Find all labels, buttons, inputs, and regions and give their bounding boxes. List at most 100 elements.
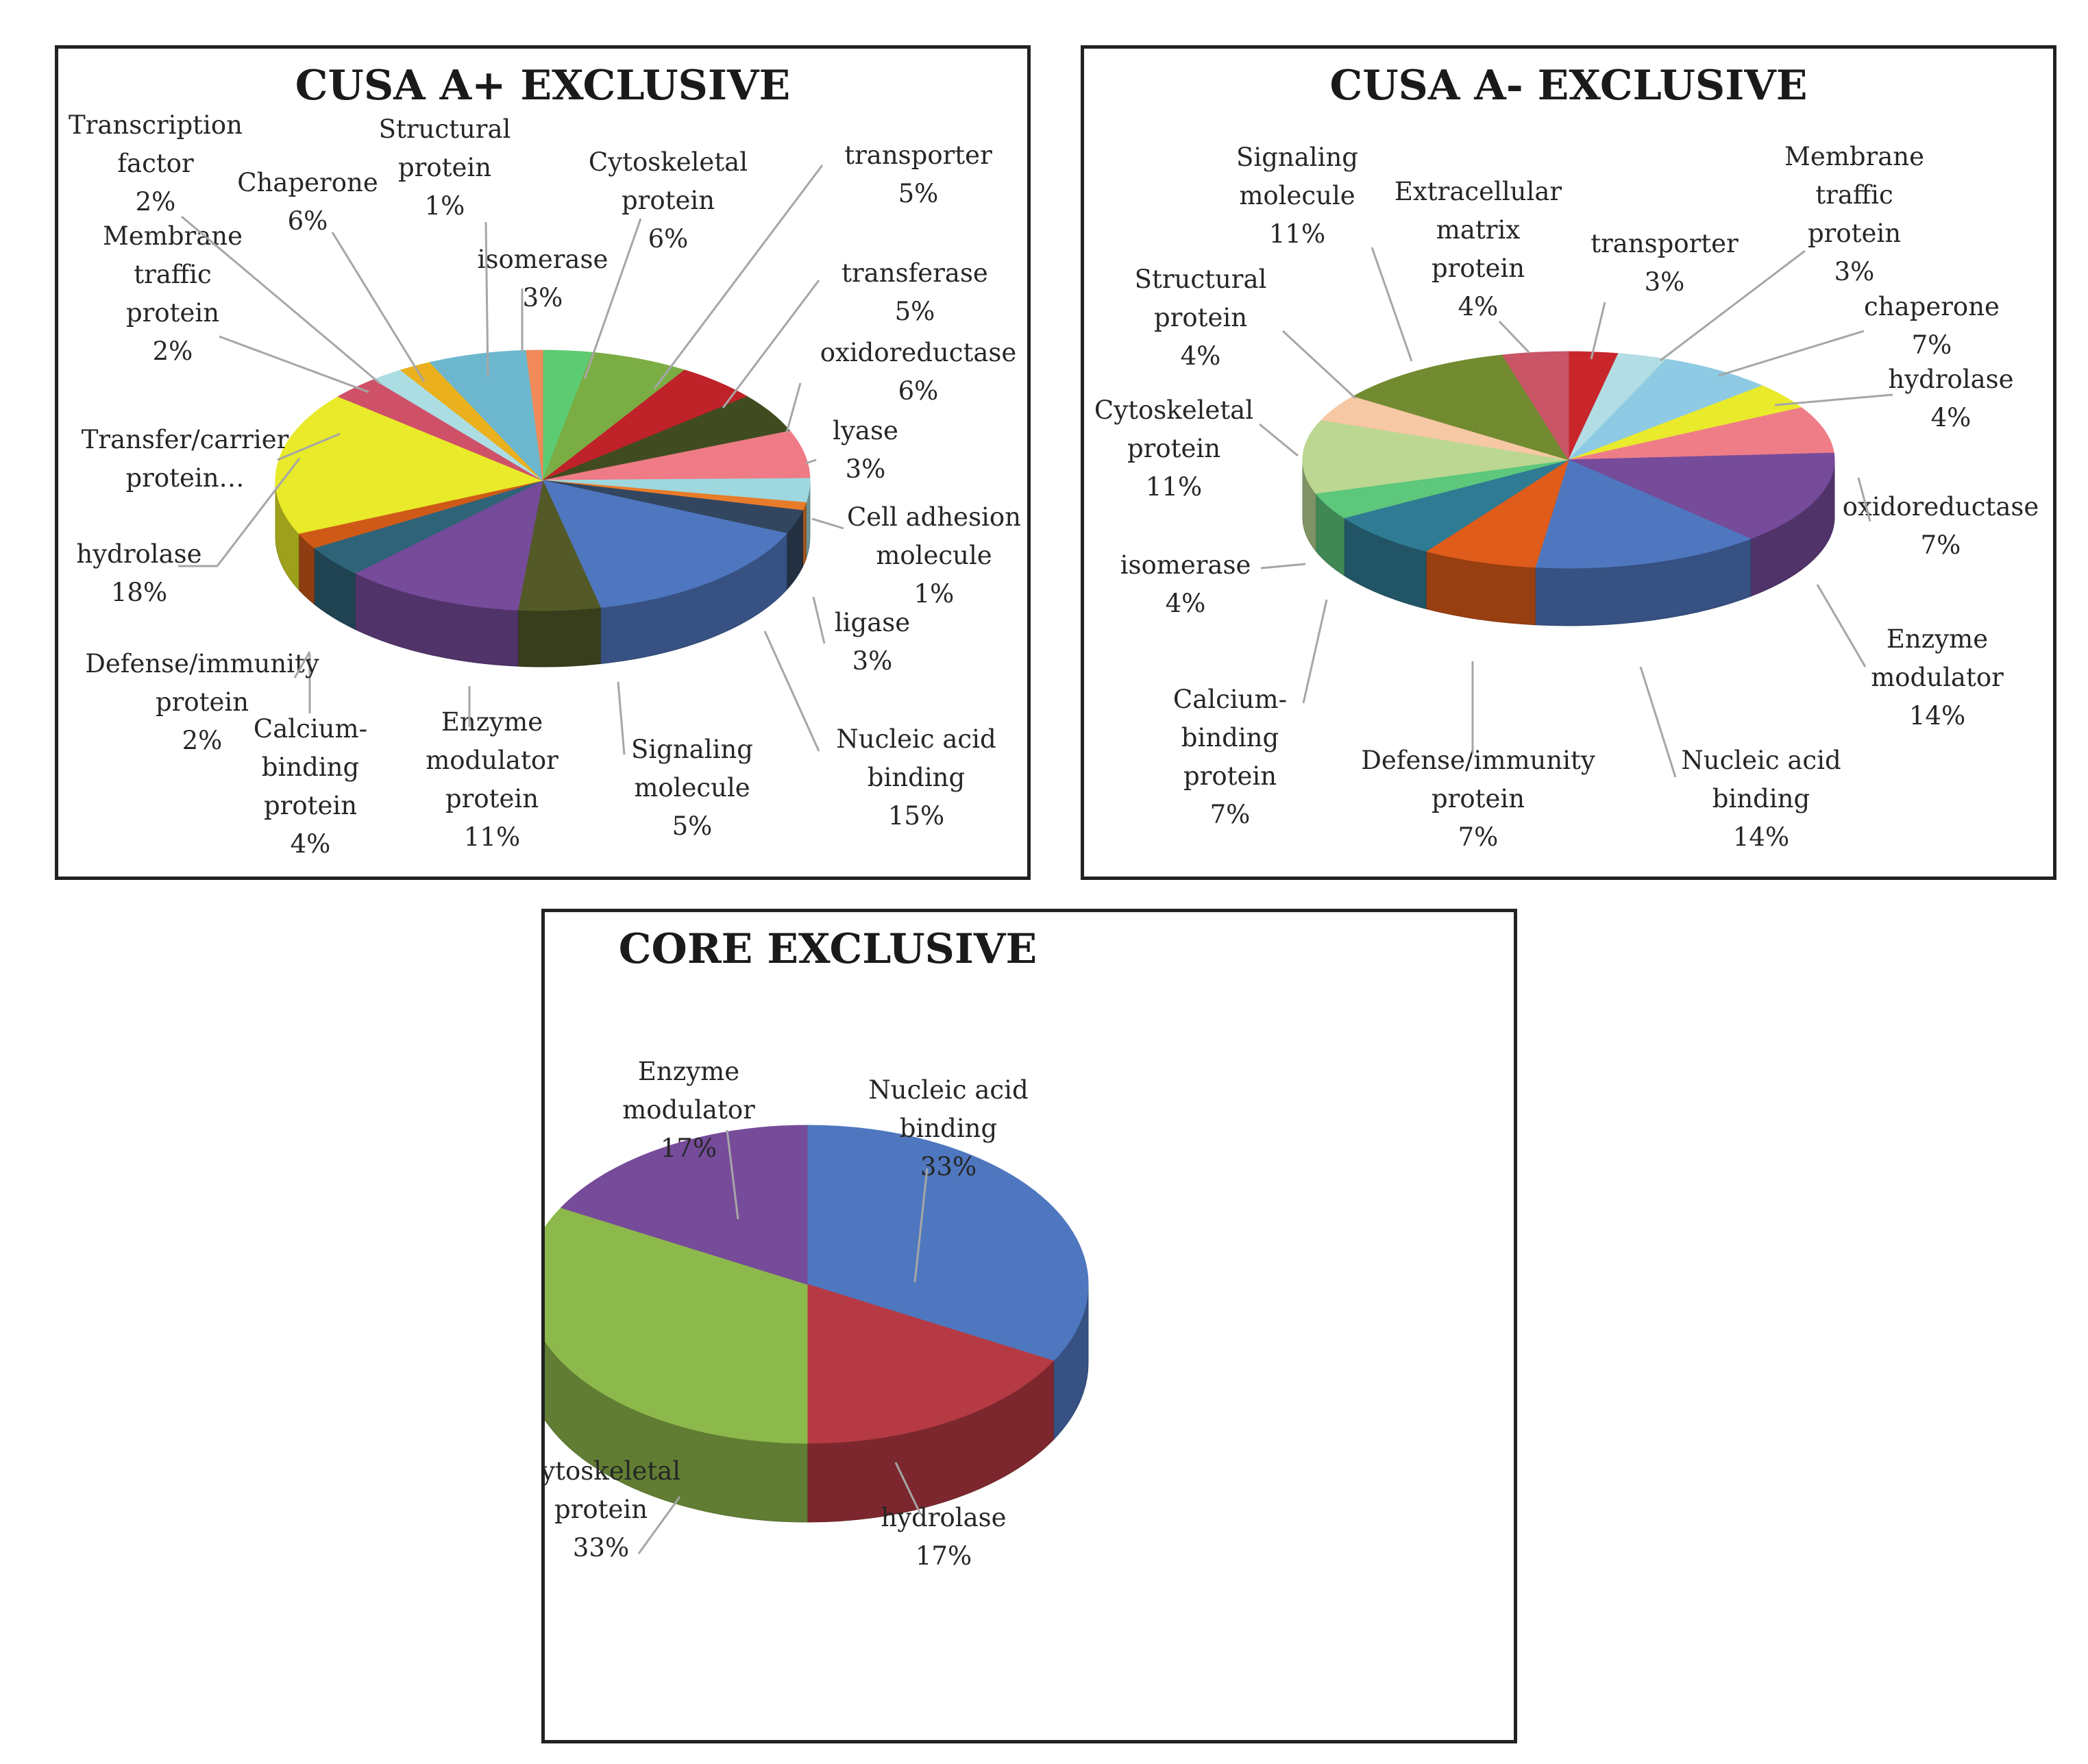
pie-slice-enzyme	[1568, 452, 1835, 539]
pie-slice-extracellular	[1501, 351, 1569, 461]
slice-label-ligase: ligase 3%	[835, 608, 910, 676]
leader-line-isomerase	[1260, 563, 1306, 569]
pie-chart-core: CORE EXCLUSIVE Nucleic acid binding 33% hyd…	[545, 925, 1089, 1571]
leader-line-hydrolase	[178, 458, 301, 567]
leader-line-cytoskeletal	[637, 1496, 681, 1554]
leader-line-nucleic-acid	[913, 1168, 929, 1283]
leader-line-chaperone	[1718, 330, 1865, 377]
slice-label-cytoskeletal: Cytoskeletal protein 6%	[589, 147, 748, 254]
leader-line-transferase	[722, 280, 820, 408]
leader-line-cell-adhesion	[811, 517, 844, 530]
leader-line-signaling	[1371, 247, 1413, 362]
slice-label-calcium: Calcium-binding protein 7%	[1173, 685, 1287, 829]
slice-label-oxidoreductase: oxidoreductase 7%	[1843, 492, 2039, 560]
slice-label-transcription: Transcription factor 2%	[69, 110, 243, 217]
slice-label-hydrolase: hydrolase 18%	[76, 539, 201, 607]
pie-slice-enzyme	[560, 1125, 808, 1285]
chart-title: CORE EXCLUSIVE	[619, 925, 1037, 973]
chart-panel-cusa-a-minus: CUSA A- EXCLUSIVE transporter 3% Membrane t…	[1081, 45, 2056, 880]
pie-sides	[1302, 459, 1835, 626]
slice-label-defense-immunity: Defense/immunity protein 7%	[1361, 746, 1595, 852]
leader-line-structural	[484, 221, 489, 377]
leader-line-chaperone	[331, 232, 426, 382]
slice-label-transferase: transferase 5%	[842, 258, 988, 326]
slice-label-nucleic-acid: Nucleic acid binding 33%	[868, 1075, 1028, 1181]
pie-sides	[275, 480, 811, 667]
pie-chart-cusa-a-minus: CUSA A- EXCLUSIVE transporter 3% Membrane t…	[1094, 62, 2039, 852]
slice-label-enzyme: Enzyme modulator protein 11%	[426, 707, 558, 852]
leader-line-membrane	[1660, 249, 1806, 362]
pie-slice-enzyme	[354, 480, 543, 611]
leader-line-oxidoreductase	[785, 382, 802, 433]
pie-slice-nucleic-acid	[807, 1125, 1089, 1362]
pie-slices	[545, 1125, 1089, 1444]
leader-line-enzyme	[1816, 584, 1867, 667]
leader-line-extracellular	[1498, 320, 1531, 354]
pie-slice-hydrolase	[807, 1284, 1055, 1444]
chart-title: CUSA A+ EXCLUSIVE	[295, 62, 790, 110]
pie-slice-structural	[526, 350, 543, 481]
slice-label-calcium: Calcium-binding protein 4%	[254, 714, 367, 859]
pie-sides	[545, 1284, 1089, 1523]
leader-line-nucleic-acid	[1639, 666, 1677, 778]
slice-label-signaling: Signaling molecule 11%	[1236, 143, 1358, 249]
pie-labels: isomerase 3%Cytoskeletal protein 6% transpor…	[69, 110, 1021, 859]
pie-chart-cusa-a-plus: CUSA A+ EXCLUSIVE isomerase 3%Cytoskeleta…	[69, 62, 1021, 859]
pie-slice-cytoskeletal	[1302, 419, 1569, 494]
leader-line-nucleic-acid	[763, 630, 820, 752]
chart-title: CUSA A- EXCLUSIVE	[1329, 62, 1807, 110]
pie-slice-nucleic-acid	[542, 480, 788, 609]
pie-slice-calcium	[1343, 459, 1569, 552]
leader-line-ligase	[812, 596, 826, 644]
pie-slice-oxidoreductase	[1568, 407, 1834, 461]
slice-label-cytoskeletal: Cytoskeletalprotein33%	[545, 1456, 680, 1563]
leader-line-calcium	[1302, 599, 1328, 704]
pie-slices	[1302, 351, 1835, 569]
leader-line-hydrolase	[894, 1462, 922, 1515]
pie-side-cell-adhesion	[802, 502, 807, 567]
leader-line-lyase	[805, 458, 817, 465]
slice-label-isomerase: isomerase 4%	[1120, 550, 1251, 618]
pie-slice-hydrolase	[275, 396, 544, 535]
pie-slice-chaperone	[429, 350, 543, 482]
leader-line-cytoskeletal	[1259, 423, 1299, 457]
chart-panel-cusa-a-plus: CUSA A+ EXCLUSIVE isomerase 3% Cytoskeleta…	[55, 45, 1031, 880]
leader-line-hydrolase	[1774, 393, 1893, 406]
leader-line-oxidoreductase	[1857, 477, 1871, 522]
leader-line-transporter	[1590, 302, 1606, 360]
leader-line-signaling	[617, 681, 626, 755]
leader-line-defense-immunity	[293, 651, 311, 678]
slice-label-chaperone: Chaperone 6%	[237, 168, 378, 236]
slice-label-extracellular: Extracellular matrix protein 4%	[1395, 177, 1562, 321]
leader-line-enzyme	[726, 1129, 739, 1220]
slice-label-transporter: transporter 3%	[1590, 229, 1739, 297]
slice-label-cell-adhesion: Cell adhesion molecule 1%	[847, 502, 1021, 609]
slice-label-hydrolase: hydrolase 4%	[1888, 365, 2013, 432]
pie-slice-oxidoreductase	[542, 430, 811, 481]
pie-slice-signaling	[1352, 354, 1570, 461]
pie-slice-defense-immunity	[1425, 458, 1569, 568]
leader-line-cytoskeletal	[583, 218, 642, 380]
slice-label-lyase: lyase 3%	[833, 416, 898, 484]
pie-side-signaling	[517, 607, 601, 667]
slice-label-nucleic-acid: Nucleic acid binding 15%	[836, 724, 996, 831]
slice-label-membrane: Membrane traffic protein 2%	[103, 221, 243, 366]
slice-label-transporter: transporter 5%	[844, 140, 992, 208]
slice-label-membrane: Membrane traffic protein 3%	[1784, 142, 1924, 286]
chart-panel-core: CORE EXCLUSIVE Nucleic acid binding 33% hyd…	[541, 909, 1517, 1743]
slice-label-defense-immunity: Defense/immunity protein 2%	[85, 649, 319, 755]
pie-slice-nucleic-acid	[1534, 459, 1752, 569]
pie-labels: transporter 3% Membrane traffic protein 3%cha…	[1094, 142, 2039, 852]
slice-label-enzyme: Enzyme modulator 17%	[622, 1057, 755, 1163]
slice-label-oxidoreductase: oxidoreductase 6%	[820, 338, 1017, 406]
leader-line-structural	[1281, 330, 1357, 400]
leader-line-transfer-carrier	[277, 432, 341, 461]
slice-label-signaling: Signaling molecule 5%	[631, 735, 753, 841]
pie-slice-chaperone	[1568, 358, 1764, 461]
slice-label-structural: Structural protein 1%	[379, 114, 511, 221]
slice-label-chaperone: chaperone 7%	[1864, 292, 2000, 360]
pie-slice-cytoskeletal	[545, 1207, 808, 1444]
slice-label-structural: Structural protein 4%	[1135, 265, 1267, 371]
slice-label-hydrolase: hydrolase 17%	[881, 1503, 1006, 1571]
